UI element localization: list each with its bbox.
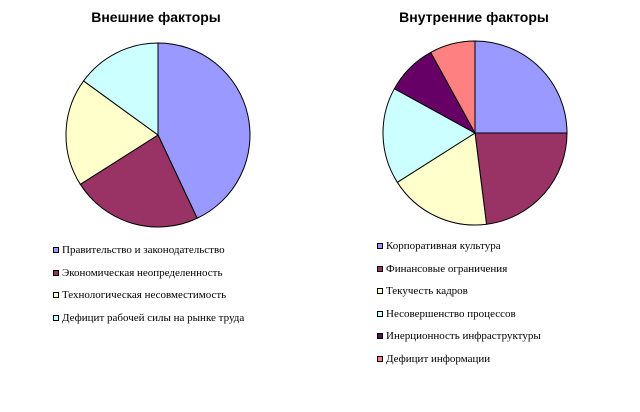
- chart-title: Внешние факторы: [91, 9, 221, 25]
- legend-swatch: [53, 269, 59, 276]
- internal-factors-pie: [382, 40, 568, 226]
- legend-swatch: [377, 355, 383, 362]
- legend-label: Экономическая неопределенность: [62, 266, 223, 279]
- pie-slice-4: [382, 88, 476, 183]
- legend-label: Правительство и законодательство: [62, 244, 225, 256]
- legend-swatch: [377, 310, 383, 317]
- external-factors-pie: [65, 42, 251, 228]
- pie-slice-3: [65, 80, 159, 185]
- legend-swatch: [377, 288, 383, 294]
- pie-slice-3: [396, 132, 488, 226]
- pie-slice-1: [157, 42, 251, 219]
- legend-swatch: [53, 247, 59, 253]
- legend-swatch: [377, 243, 383, 249]
- legend-label: Несовершенство процессов: [386, 307, 516, 320]
- legend-label: Инерционность инфраструктуры: [386, 330, 541, 342]
- legend-swatch: [53, 314, 59, 321]
- pie-slice-1: [474, 40, 568, 134]
- pie-slice-6: [430, 40, 476, 134]
- legend-swatch: [377, 265, 383, 272]
- legend-label: Текучесть кадров: [386, 285, 468, 297]
- legend-swatch: [377, 333, 383, 339]
- pie-slice-2: [474, 132, 568, 225]
- chart-title: Внутренние факторы: [399, 9, 549, 25]
- legend-label: Финансовые ограничения: [386, 262, 508, 275]
- legend-label: Технологическая несовместимость: [62, 289, 227, 301]
- internal-factors-panel: Внутренние факторы Корпоративная культур…: [320, 0, 640, 412]
- legend-label: Дефицит рабочей силы на рынке труда: [62, 311, 245, 324]
- external-factors-panel: Внешние факторы Правительство и законода…: [53, 9, 251, 324]
- pie-slice-2: [79, 134, 198, 228]
- legend-label: Корпоративная культура: [386, 240, 501, 252]
- legend-label: Дефицит информации: [386, 352, 491, 365]
- pie-slice-4: [83, 42, 159, 136]
- legend-swatch: [53, 292, 59, 298]
